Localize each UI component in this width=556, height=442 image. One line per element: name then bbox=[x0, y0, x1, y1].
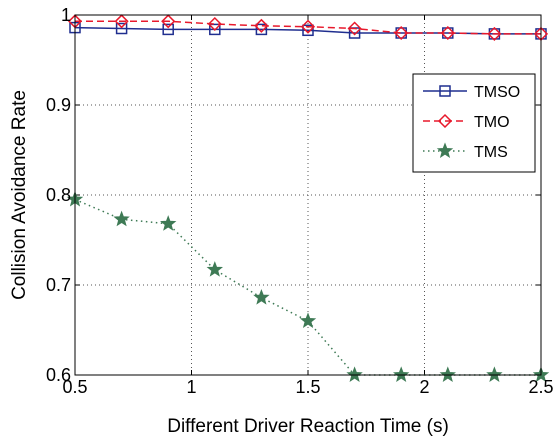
data-point bbox=[253, 288, 270, 305]
data-point bbox=[114, 14, 129, 29]
plot-frame bbox=[74, 14, 542, 376]
data-point bbox=[255, 23, 268, 36]
x-axis-label: Different Driver Reaction Time (s) bbox=[167, 416, 449, 437]
legend-label: TMS bbox=[474, 144, 508, 161]
y-tick-label: 0.9 bbox=[46, 95, 71, 115]
series-line bbox=[75, 20, 541, 35]
data-point bbox=[160, 215, 177, 231]
y-tick-label: 0.7 bbox=[46, 275, 71, 295]
data-point bbox=[393, 366, 410, 382]
data-point bbox=[161, 14, 176, 29]
data-point bbox=[299, 312, 317, 328]
series-layer bbox=[66, 14, 550, 382]
y-tick-label: 0.8 bbox=[46, 185, 71, 205]
legend-entry: TMSO bbox=[423, 84, 520, 101]
y-tick-label: 1 bbox=[61, 5, 71, 25]
data-point bbox=[206, 261, 223, 277]
data-point bbox=[302, 24, 314, 37]
data-point bbox=[347, 21, 362, 36]
data-point bbox=[113, 210, 130, 227]
x-tick-label: 2 bbox=[419, 377, 429, 397]
legend-label: TMSO bbox=[474, 84, 520, 101]
data-point bbox=[439, 366, 456, 382]
data-point bbox=[209, 23, 221, 36]
data-point bbox=[115, 22, 128, 35]
data-point bbox=[207, 16, 222, 32]
data-point bbox=[162, 23, 174, 36]
legend-entry: TMO bbox=[423, 113, 510, 131]
data-point bbox=[487, 26, 502, 41]
data-point bbox=[394, 25, 409, 41]
y-tick-label: 0.6 bbox=[46, 365, 71, 385]
legend-marker bbox=[439, 85, 451, 97]
x-tick-label: 2.5 bbox=[528, 377, 553, 397]
legend-marker bbox=[437, 113, 453, 129]
legend-entry: TMS bbox=[423, 142, 508, 161]
x-tick-label: 1 bbox=[186, 377, 196, 397]
series-tmo bbox=[67, 14, 549, 41]
y-tick-labels: 0.6 0.7 0.8 0.9 1 bbox=[46, 5, 71, 385]
legend-marker bbox=[436, 142, 454, 158]
data-point bbox=[300, 19, 316, 34]
data-point bbox=[346, 366, 363, 382]
legend-label: TMO bbox=[474, 114, 510, 131]
y-axis-label: Collision Avoidance Rate bbox=[9, 90, 30, 300]
x-tick-label: 0.5 bbox=[62, 377, 87, 397]
legend: TMSO TMO TMS bbox=[412, 73, 536, 173]
x-tick-labels: 0.5 1 1.5 2 2.5 bbox=[62, 377, 553, 397]
data-point bbox=[486, 366, 503, 382]
x-tick-label: 1.5 bbox=[295, 377, 320, 397]
data-point bbox=[440, 25, 455, 41]
data-point bbox=[254, 18, 269, 33]
